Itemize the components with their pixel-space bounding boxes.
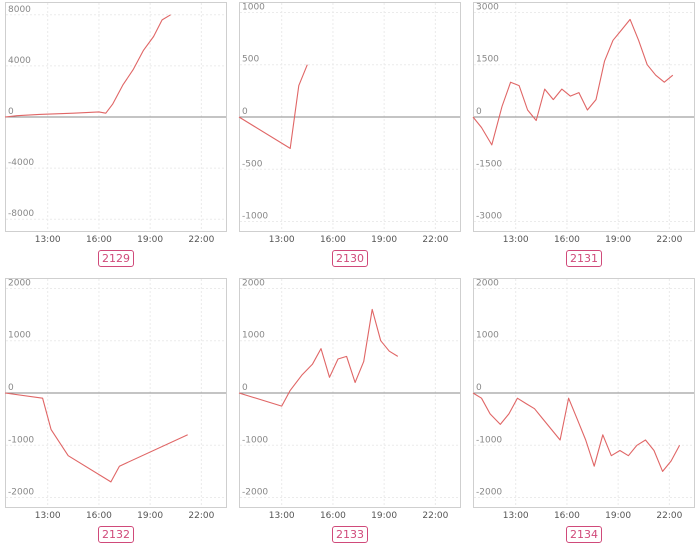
y-tick-label: -1000 [8, 435, 34, 445]
series-line [238, 308, 399, 407]
y-tick-label: 0 [242, 107, 248, 117]
x-tick-label: 22:00 [188, 235, 214, 245]
series-line [472, 18, 674, 146]
x-tick-label: 16:00 [86, 511, 112, 521]
y-tick-label: 3000 [476, 2, 499, 12]
y-tick-label: 1000 [242, 331, 265, 341]
y-tick-label: -500 [242, 159, 263, 169]
chart-card-2133: -2000 -1000 0 1000 2000 13:00 16:00 19:00 22:00 2… [238, 278, 461, 550]
y-tick-label: 0 [242, 383, 248, 393]
y-tick-label: 0 [8, 383, 14, 393]
y-tick-label: -4000 [8, 158, 34, 168]
x-tick-label: 19:00 [137, 511, 163, 521]
y-tick-label: 2000 [8, 278, 31, 288]
x-tick-label: 22:00 [422, 511, 448, 521]
y-tick-label: 500 [242, 55, 259, 65]
x-tick-label: 19:00 [137, 235, 163, 245]
x-tick-label: 13:00 [35, 511, 61, 521]
chart-svg: -2000 -1000 0 1000 2000 13:00 16:00 19:00 22:00 [472, 278, 695, 521]
chart-id-badge[interactable]: 2130 [332, 250, 368, 267]
y-tick-label: -2000 [8, 488, 34, 498]
x-tick-label: 13:00 [503, 511, 529, 521]
chart-id-badge[interactable]: 2132 [98, 526, 134, 543]
y-tick-label: 1000 [8, 331, 31, 341]
chart-id-badge[interactable]: 2129 [98, 250, 134, 267]
x-tick-label: 22:00 [656, 511, 682, 521]
y-tick-label: 2000 [476, 278, 499, 288]
y-tick-label: -3000 [476, 212, 502, 222]
y-tick-label: -1000 [242, 435, 268, 445]
x-tick-label: 16:00 [320, 511, 346, 521]
y-tick-label: -8000 [8, 209, 34, 219]
y-tick-label: 8000 [8, 5, 31, 15]
y-tick-label: -2000 [242, 488, 268, 498]
chart-id-badge[interactable]: 2131 [566, 250, 602, 267]
x-tick-label: 13:00 [503, 235, 529, 245]
x-tick-label: 19:00 [605, 235, 631, 245]
y-tick-label: -1000 [476, 435, 502, 445]
y-tick-label: 1500 [476, 55, 499, 65]
chart-svg: -8000 -4000 0 4000 8000 13:00 16:00 19:00 22:00 [4, 2, 227, 245]
y-tick-label: 0 [8, 107, 14, 117]
x-tick-label: 16:00 [86, 235, 112, 245]
x-tick-label: 16:00 [320, 235, 346, 245]
chart-svg: -1000 -500 0 500 1000 13:00 16:00 19:00 22:00 [238, 2, 461, 245]
x-tick-label: 13:00 [269, 235, 295, 245]
chart-svg: -2000 -1000 0 1000 2000 13:00 16:00 19:00 22:00 [238, 278, 461, 521]
series-line [472, 392, 681, 472]
series-line [4, 14, 171, 118]
chart-id-badge[interactable]: 2133 [332, 526, 368, 543]
chart-svg: -2000 -1000 0 1000 2000 13:00 16:00 19:00 22:00 [4, 278, 227, 521]
series-line [238, 64, 308, 149]
x-tick-label: 22:00 [656, 235, 682, 245]
x-tick-label: 13:00 [35, 235, 61, 245]
x-tick-label: 22:00 [188, 511, 214, 521]
x-tick-label: 19:00 [371, 235, 397, 245]
y-tick-label: -1000 [242, 212, 268, 222]
y-tick-label: 2000 [242, 278, 265, 288]
x-tick-label: 19:00 [605, 511, 631, 521]
chart-card-2134: -2000 -1000 0 1000 2000 13:00 16:00 19:00 22:00 2… [472, 278, 695, 550]
y-tick-label: -2000 [476, 488, 502, 498]
chart-id-badge[interactable]: 2134 [566, 526, 602, 543]
x-tick-label: 22:00 [422, 235, 448, 245]
x-tick-label: 16:00 [554, 235, 580, 245]
chart-card-2130: -1000 -500 0 500 1000 13:00 16:00 19:00 22:00 213… [238, 2, 461, 274]
y-tick-label: -1500 [476, 159, 502, 169]
y-tick-label: 0 [476, 107, 482, 117]
x-tick-label: 19:00 [371, 511, 397, 521]
x-tick-label: 13:00 [269, 511, 295, 521]
chart-card-2129: -8000 -4000 0 4000 8000 13:00 16:00 19:00 22:00 2… [4, 2, 227, 274]
y-tick-label: 1000 [242, 2, 265, 12]
chart-svg: -3000 -1500 0 1500 3000 13:00 16:00 19:00 22:00 [472, 2, 695, 245]
y-tick-label: 4000 [8, 56, 31, 66]
chart-card-2131: -3000 -1500 0 1500 3000 13:00 16:00 19:00 22:00 2… [472, 2, 695, 274]
y-tick-label: 0 [476, 383, 482, 393]
x-tick-label: 16:00 [554, 511, 580, 521]
series-line [4, 392, 188, 483]
chart-card-2132: -2000 -1000 0 1000 2000 13:00 16:00 19:00 22:00 2… [4, 278, 227, 550]
y-tick-label: 1000 [476, 331, 499, 341]
